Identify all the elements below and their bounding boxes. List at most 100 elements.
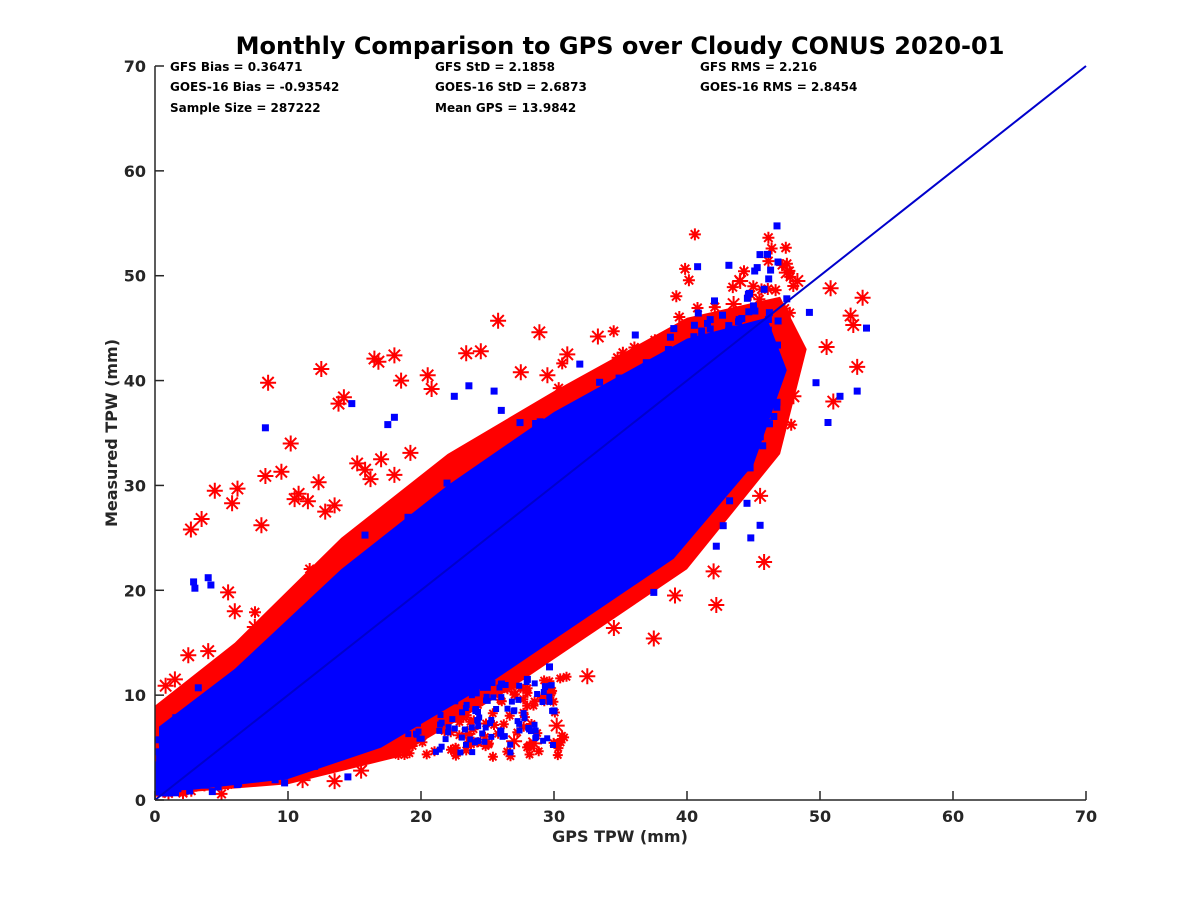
red-asterisk-point [524, 749, 535, 760]
blue-square-point [734, 402, 742, 409]
blue-square-point [760, 408, 767, 416]
blue-square-point [460, 597, 468, 605]
blue-square-point [420, 561, 428, 569]
blue-square-point [414, 644, 422, 652]
red-asterisk-point [426, 714, 437, 725]
blue-square-point [481, 673, 489, 681]
blue-square-point [458, 734, 465, 741]
red-asterisk-point [393, 750, 404, 760]
red-asterisk-point [180, 647, 197, 664]
blue-square-point [757, 350, 765, 358]
blue-square-point [749, 375, 757, 383]
blue-square-point [315, 594, 323, 602]
blue-square-point [619, 524, 626, 532]
blue-square-point [713, 379, 721, 387]
blue-square-point [693, 370, 701, 378]
red-asterisk-point [481, 718, 491, 729]
blue-square-point [702, 378, 710, 386]
blue-square-point [587, 491, 595, 499]
red-asterisk-point [392, 741, 403, 752]
blue-square-point [732, 397, 740, 405]
blue-square-point [578, 463, 586, 471]
blue-square-point [490, 694, 497, 701]
blue-square-point [543, 505, 551, 513]
blue-square-point [421, 580, 429, 588]
blue-square-point [579, 427, 587, 435]
blue-square-point [740, 330, 748, 338]
blue-square-point [155, 736, 163, 744]
blue-square-point [319, 645, 327, 653]
blue-square-point [436, 602, 444, 610]
blue-square-point [601, 499, 609, 507]
blue-square-point [700, 487, 708, 495]
blue-square-point [343, 691, 350, 699]
blue-square-point [339, 702, 346, 709]
red-asterisk-point [648, 346, 661, 359]
blue-square-point [171, 759, 179, 766]
blue-square-point [158, 775, 166, 783]
blue-square-point [542, 684, 549, 691]
blue-square-point [760, 376, 768, 384]
blue-square-point [385, 557, 393, 565]
red-asterisk-point [645, 630, 662, 647]
red-asterisk-point [552, 382, 565, 395]
red-asterisk-point [399, 750, 410, 760]
blue-square-point [216, 731, 224, 739]
blue-square-point [404, 513, 412, 521]
blue-square-point [602, 530, 610, 538]
blue-square-point [423, 599, 431, 606]
blue-square-point [569, 530, 576, 538]
blue-square-point [356, 662, 364, 670]
blue-square-point [465, 590, 473, 598]
blue-square-point [187, 725, 195, 733]
blue-square-point [463, 527, 470, 535]
blue-square-point [824, 419, 832, 426]
blue-square-point [689, 400, 697, 408]
red-asterisk-point [326, 497, 343, 514]
blue-square-point [719, 311, 726, 319]
blue-square-point [333, 693, 341, 701]
blue-square-point [725, 261, 733, 269]
blue-square-point [701, 435, 709, 443]
blue-square-point [502, 596, 509, 604]
blue-square-point [298, 738, 306, 746]
blue-square-point [682, 500, 689, 508]
red-asterisk-point [529, 696, 540, 707]
blue-square-point [223, 728, 231, 736]
blue-square-point [774, 317, 782, 325]
x-axis-label: GPS TPW (mm) [552, 827, 688, 846]
blue-square-point [537, 540, 545, 548]
blue-square-point [371, 630, 379, 638]
blue-square-point [477, 515, 485, 523]
blue-square-point [774, 341, 781, 349]
blue-square-point [362, 697, 369, 705]
blue-square-point [184, 751, 192, 759]
blue-square-point [568, 495, 576, 503]
blue-square-point [572, 543, 579, 551]
blue-square-point [745, 308, 753, 316]
blue-square-point [545, 474, 553, 482]
red-asterisk-point [420, 718, 431, 729]
x-tick-label: 40 [676, 807, 698, 826]
blue-square-point [581, 535, 589, 543]
blue-square-point [613, 478, 621, 486]
red-asterisk-point [490, 683, 500, 694]
blue-square-point [293, 677, 300, 685]
blue-square-point [503, 542, 511, 550]
blue-square-point [473, 538, 480, 546]
blue-square-point [723, 426, 730, 434]
blue-square-point [604, 507, 611, 515]
blue-square-point [483, 683, 490, 690]
blue-square-point [309, 657, 317, 665]
blue-square-point [451, 566, 458, 574]
blue-square-point [747, 534, 755, 542]
blue-square-point [542, 563, 550, 571]
blue-square-point [260, 773, 268, 781]
blue-square-point [387, 599, 395, 607]
blue-square-point [551, 483, 559, 491]
blue-square-point [397, 661, 405, 669]
blue-square-point [238, 690, 246, 698]
blue-square-point [569, 478, 577, 486]
red-asterisk-point [468, 715, 479, 726]
blue-square-point [278, 681, 286, 689]
